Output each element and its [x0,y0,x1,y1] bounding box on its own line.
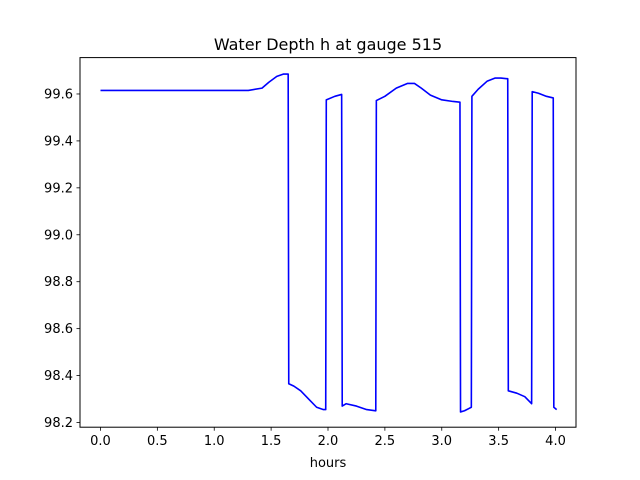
y-tick-label: 99.6 [44,87,73,102]
chart-title: Water Depth h at gauge 515 [214,35,442,54]
x-tick-label: 2.5 [375,434,396,449]
plot-frame [79,57,577,428]
y-tick-label: 98.6 [44,322,73,337]
y-tick-label: 98.4 [44,369,73,384]
y-axis: 98.2 98.4 98.6 98.8 99.0 99.2 99.4 99.6 [44,87,80,431]
x-tick-label: 2.0 [318,434,339,449]
x-tick-label: 1.0 [204,434,225,449]
x-tick-label: 1.5 [261,434,282,449]
y-tick-label: 99.0 [44,228,73,243]
x-axis: 0.0 0.5 1.0 1.5 2.0 2.5 3.0 3.5 4.0 [90,427,566,449]
y-tick-label: 99.4 [44,134,73,149]
plot-area [100,73,558,413]
y-tick-label: 98.2 [44,416,73,431]
x-tick-label: 0.0 [90,434,111,449]
x-tick-label: 0.5 [147,434,168,449]
y-tick-label: 99.2 [44,181,73,196]
series-line-0 [100,73,558,413]
x-tick-label: 3.5 [488,434,509,449]
x-tick-label: 4.0 [545,434,566,449]
x-axis-label: hours [310,456,347,471]
y-tick-label: 98.8 [44,275,73,290]
x-tick-label: 3.0 [431,434,452,449]
